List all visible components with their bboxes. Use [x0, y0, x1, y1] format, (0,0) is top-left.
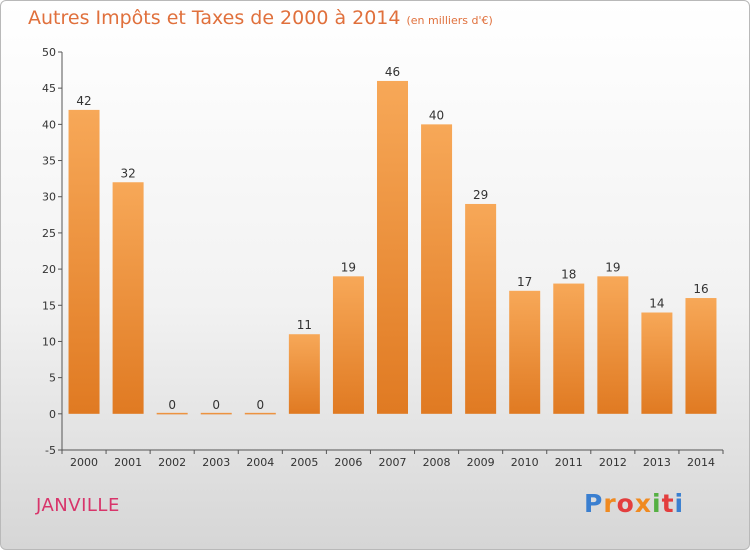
y-tick-label: 35: [42, 155, 56, 168]
bar-value-label: 11: [297, 318, 312, 332]
city-name: JANVILLE: [36, 495, 120, 516]
x-tick-label: 2000: [70, 456, 98, 469]
x-tick-label: 2012: [599, 456, 627, 469]
bar: [597, 276, 629, 414]
y-tick-label: 50: [42, 46, 56, 59]
bar-value-label: 14: [649, 297, 664, 311]
x-tick-label: 2011: [555, 456, 583, 469]
bar-value-label: 32: [120, 166, 135, 180]
bar-value-label: 0: [256, 398, 264, 412]
bar: [465, 203, 497, 414]
bar-value-label: 18: [561, 268, 576, 282]
bar: [685, 298, 717, 414]
y-tick-label: 5: [49, 372, 56, 385]
x-tick-label: 2005: [290, 456, 318, 469]
bar: [332, 276, 364, 414]
bar-value-label: 42: [76, 94, 91, 108]
x-tick-label: 2001: [114, 456, 142, 469]
x-tick-label: 2003: [202, 456, 230, 469]
bar-value-label: 16: [693, 282, 708, 296]
chart-labels: 42 32 0 0 0 11 19 46 40 29 17 18 19 14 16: [76, 65, 708, 412]
y-tick-label: 15: [42, 299, 56, 312]
x-tick-label: 2013: [643, 456, 671, 469]
bar-value-label: 0: [212, 398, 220, 412]
bar: [200, 412, 232, 415]
chart-title: Autres Impôts et Taxes de 2000 à 2014 (en…: [28, 7, 493, 29]
bar: [641, 312, 673, 414]
x-tick-label: 2010: [511, 456, 539, 469]
bar: [68, 109, 100, 414]
bar: [288, 334, 320, 414]
bar: [377, 80, 408, 414]
bar-value-label: 19: [605, 260, 620, 274]
bar-value-label: 19: [341, 260, 356, 274]
y-tick-label: 10: [42, 335, 56, 348]
bar: [244, 412, 276, 415]
x-tick-label: 2008: [423, 456, 451, 469]
bar: [421, 124, 453, 414]
y-tick-label: 30: [42, 191, 56, 204]
x-tick-label: 2006: [334, 456, 362, 469]
bar-value-label: 40: [429, 108, 444, 122]
bar-value-label: 46: [385, 65, 400, 79]
chart-unit: (en milliers d'€): [406, 14, 493, 27]
bar-value-label: 29: [473, 188, 488, 202]
y-tick-label: -5: [45, 444, 56, 457]
chart-bars: [68, 80, 717, 415]
x-tick-label: 2014: [687, 456, 715, 469]
bar-value-label: 0: [168, 398, 176, 412]
bar: [509, 290, 541, 414]
y-tick-label: 45: [42, 82, 56, 95]
x-tick-label: 2009: [467, 456, 495, 469]
y-tick-label: 25: [42, 227, 56, 240]
y-tick-label: 20: [42, 263, 56, 276]
bar: [112, 182, 144, 414]
bar: [156, 412, 188, 415]
proxiti-logo: Proxiti: [584, 489, 685, 518]
bar: [553, 283, 585, 414]
y-tick-label: 40: [42, 118, 56, 131]
x-tick-label: 2002: [158, 456, 186, 469]
bar-value-label: 17: [517, 275, 532, 289]
y-tick-label: 0: [49, 408, 56, 421]
x-tick-label: 2007: [379, 456, 407, 469]
chart-axes: -5 0 5 10 15 20 25 30 35 40 45 50 2000 2001 2002 2003 20…: [42, 46, 724, 469]
chart-title-text: Autres Impôts et Taxes de 2000 à 2014: [28, 7, 401, 29]
x-tick-label: 2004: [246, 456, 274, 469]
